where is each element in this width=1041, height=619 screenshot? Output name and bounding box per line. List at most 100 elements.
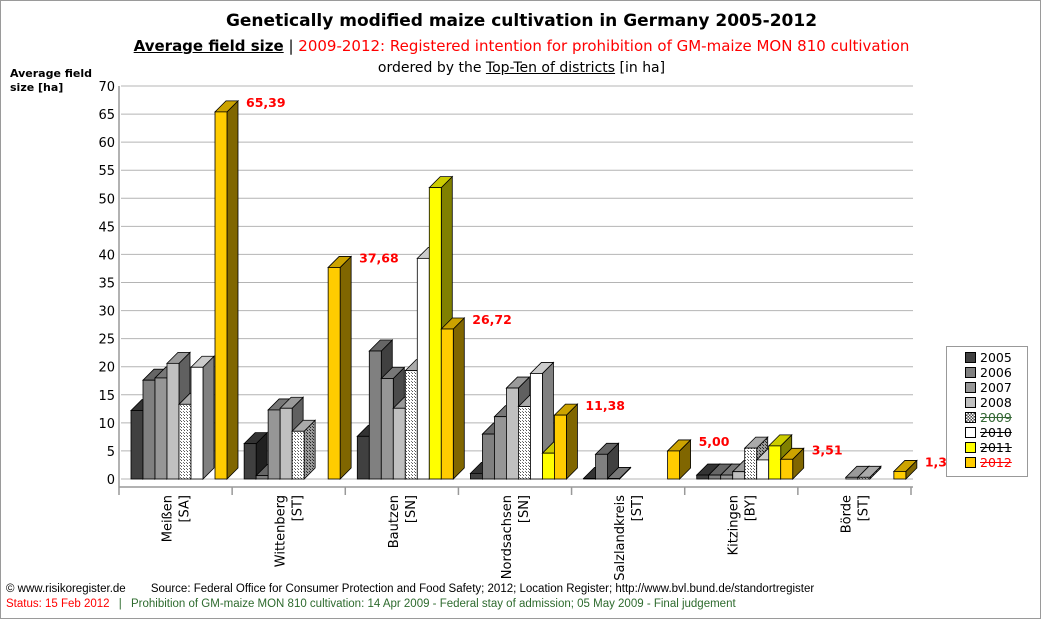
bar-2012-kitzingen: [780, 458, 794, 480]
x-tick-label: Bautzen [SN]: [387, 495, 419, 548]
category-group-kitzingen: 3,51: [695, 433, 843, 480]
bar-2011-bautzen: [428, 187, 442, 480]
bar-2005-meißen: [130, 410, 144, 480]
category-state: [SN]: [404, 495, 419, 523]
legend-swatch: [965, 412, 976, 423]
chart-subtitle: Average field size | 2009-2012: Register…: [1, 37, 1040, 55]
bar-2006-nordsachsen: [482, 433, 495, 480]
bar-2012-nordsachsen: [554, 414, 567, 480]
y-tick-label: 40: [98, 248, 115, 263]
legend-item-2011: 2011: [965, 440, 1027, 455]
footer-separator: |: [118, 598, 122, 610]
bar-2006-bautzen: [368, 350, 382, 480]
y-tick-label: 5: [107, 445, 115, 460]
legend-swatch: [965, 382, 976, 393]
subtitle2-suffix: [in ha]: [615, 60, 666, 76]
category-name: Börde: [839, 495, 854, 533]
prohibition-note: Prohibition of GM-maize MON 810 cultivat…: [130, 598, 736, 610]
bar-2005-wittenberg: [243, 443, 257, 480]
bar-2005-kitzingen: [696, 474, 710, 480]
bar-2011-nordsachsen: [542, 452, 555, 480]
legend-label: 2012: [980, 455, 1012, 470]
category-group-salzlandkreis: 5,00: [582, 434, 730, 480]
chart-title: Genetically modified maize cultivation i…: [225, 11, 818, 31]
y-tick-label: 50: [98, 192, 115, 207]
x-tick-label: Nordsachsen [SN]: [500, 495, 532, 579]
y-tick-label: 25: [98, 333, 115, 348]
bar-2007-nordsachsen: [494, 416, 507, 480]
legend-swatch: [965, 397, 976, 408]
bar-2010-meißen: [190, 366, 204, 480]
subtitle2-prefix: ordered by the: [377, 60, 486, 76]
data-label: 65,39: [246, 95, 286, 110]
category-state: [ST]: [291, 495, 306, 521]
legend-label: 2007: [980, 380, 1012, 395]
subtitle-red: 2009-2012: Registered intention for proh…: [298, 37, 910, 55]
legend-item-2012: 2012: [965, 455, 1027, 470]
legend-label: 2009: [980, 410, 1012, 425]
subtitle2-underlined: Top-Ten of districts: [485, 60, 616, 76]
legend-item-2006: 2006: [965, 365, 1027, 380]
data-label: 11,38: [585, 398, 625, 413]
y-tick-label: 20: [98, 361, 115, 376]
y-axis-label: Average field size [ha]: [10, 67, 93, 94]
bar-2008-bautzen: [392, 407, 406, 480]
bar-2008-nordsachsen: [506, 387, 519, 480]
subtitle-separator: |: [283, 37, 299, 55]
bar-2009-börde: [857, 476, 871, 480]
legend-swatch: [965, 367, 976, 378]
bar-2010-kitzingen: [756, 459, 770, 480]
legend-swatch: [965, 442, 976, 453]
data-label: 3,51: [812, 442, 843, 457]
legend-item-2010: 2010: [965, 425, 1027, 440]
category-state: [BY]: [743, 495, 758, 521]
bar-2008-meißen: [166, 362, 180, 480]
bar-2012-meißen: [214, 111, 228, 480]
bar-side: [452, 317, 465, 480]
bar-2007-salzlandkreis: [607, 478, 620, 480]
category-name: Meißen: [161, 495, 176, 542]
data-label: 37,68: [359, 250, 399, 265]
bar-2005-bautzen: [356, 435, 370, 480]
bar-2009-wittenberg: [291, 430, 305, 480]
category-state: [SA]: [178, 495, 193, 523]
bar-2012-börde: [893, 471, 907, 480]
bar-2012-bautzen: [440, 328, 454, 480]
x-tick-label: Kitzingen [BY]: [726, 495, 758, 555]
y-tick-label: 55: [98, 164, 115, 179]
category-group-bautzen: 26,72: [356, 175, 512, 480]
x-tick-label: Salzlandkreis [ST]: [613, 495, 645, 581]
bar-2006-kitzingen: [708, 474, 722, 480]
category-name: Nordsachsen: [500, 495, 515, 579]
bar-2011-kitzingen: [768, 445, 782, 480]
bar-side: [226, 99, 239, 480]
bar-2008-wittenberg: [279, 407, 293, 480]
bar-2007-meißen: [154, 377, 168, 480]
bar-2009-kitzingen: [744, 447, 758, 480]
legend-label: 2006: [980, 365, 1012, 380]
bar-2007-bautzen: [380, 378, 394, 480]
bar-2009-nordsachsen: [518, 406, 531, 480]
category-name: Salzlandkreis: [613, 495, 628, 581]
category-state: [ST]: [630, 495, 645, 521]
bar-2009-meißen: [178, 403, 192, 480]
category-name: Kitzingen: [726, 495, 741, 555]
footer-line-1: © www.risikoregister.de Source: Federal …: [6, 583, 814, 595]
y-tick-label: 70: [98, 80, 115, 95]
legend-swatch: [965, 352, 976, 363]
y-tick-label: 30: [98, 305, 115, 320]
y-tick-label: 35: [98, 277, 115, 292]
category-name: Bautzen: [387, 495, 402, 548]
bar-2010-nordsachsen: [530, 373, 543, 480]
legend-item-2009: 2009: [965, 410, 1027, 425]
bar-2005-nordsachsen: [470, 472, 483, 480]
category-group-nordsachsen: 11,38: [469, 361, 625, 480]
bar-2006-wittenberg: [255, 475, 269, 480]
bar-side: [566, 403, 578, 480]
bar-side: [202, 355, 215, 480]
bar-2010-bautzen: [416, 257, 430, 480]
legend-swatch: [965, 427, 976, 438]
footer-line-2: Status: 15 Feb 2012 | Prohibition of GM-…: [6, 598, 736, 610]
